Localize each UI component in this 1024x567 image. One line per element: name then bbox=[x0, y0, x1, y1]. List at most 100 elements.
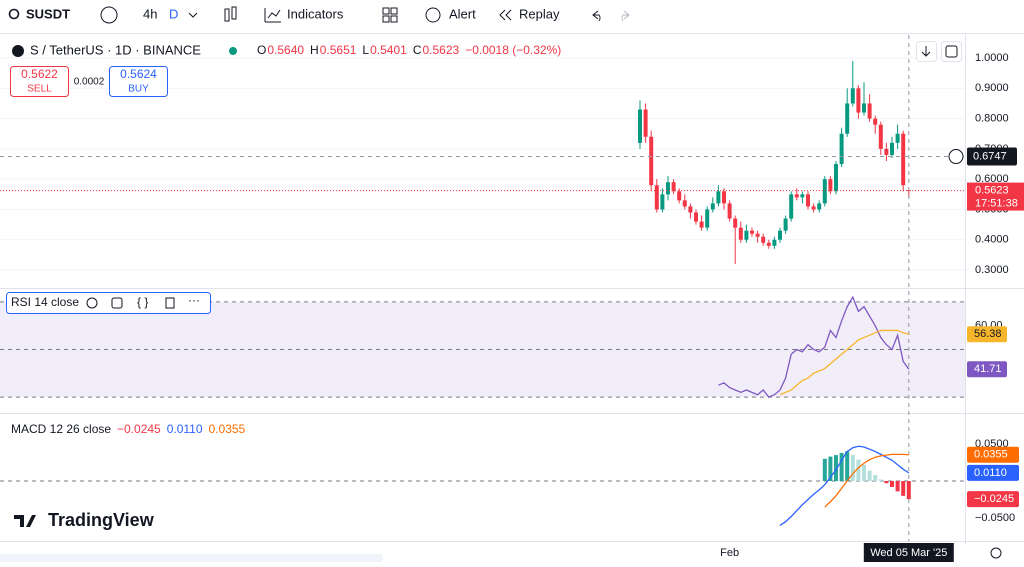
change: −0.0018 (−0.32%) bbox=[465, 43, 561, 57]
candle-body bbox=[638, 109, 642, 143]
candle-body bbox=[794, 194, 799, 198]
legend-title: S / TetherUS · 1D · BINANCE bbox=[30, 42, 201, 57]
y-tick-label: 0.9000 bbox=[975, 82, 1009, 94]
undo[interactable] bbox=[592, 10, 601, 22]
series-line bbox=[824, 453, 909, 508]
candle-body bbox=[884, 148, 889, 155]
alert[interactable]: Alert bbox=[449, 6, 476, 21]
candle-body bbox=[677, 191, 682, 201]
redo[interactable] bbox=[621, 10, 630, 22]
candle-body bbox=[666, 182, 670, 195]
rsi-tag bbox=[967, 361, 1007, 378]
replay[interactable]: Replay bbox=[519, 6, 560, 21]
layout[interactable] bbox=[382, 7, 390, 15]
ohlc-value: 0.5623 bbox=[422, 43, 459, 57]
histogram-bar bbox=[906, 481, 911, 500]
candle-body bbox=[654, 185, 659, 210]
buy-price[interactable]: 0.5624 bbox=[120, 67, 157, 81]
candle-body bbox=[862, 103, 866, 113]
fullscreen-button[interactable] bbox=[941, 41, 962, 62]
histogram-bar bbox=[895, 481, 900, 492]
replay-icon[interactable] bbox=[499, 9, 512, 21]
y-tick-label: 1.0000 bbox=[975, 52, 1009, 64]
ohlc-label: L bbox=[362, 43, 369, 57]
candle-body bbox=[778, 230, 782, 240]
candle-body bbox=[682, 200, 687, 207]
crosshair-tag bbox=[967, 147, 1017, 166]
histogram-bar bbox=[884, 481, 889, 484]
crosshair-time-tag bbox=[863, 543, 954, 562]
candle-body bbox=[750, 230, 754, 234]
candle-body bbox=[828, 179, 833, 192]
layout[interactable] bbox=[390, 7, 398, 15]
chart-type[interactable] bbox=[224, 8, 230, 22]
series-line bbox=[779, 329, 909, 396]
indicators-icon[interactable] bbox=[264, 8, 281, 23]
time-settings[interactable] bbox=[990, 547, 1002, 559]
indicators[interactable]: Indicators bbox=[287, 6, 344, 21]
alert-icon[interactable] bbox=[425, 7, 441, 23]
ohlc-value: 0.5401 bbox=[370, 43, 407, 57]
market-status bbox=[229, 47, 237, 55]
search-icon[interactable] bbox=[8, 8, 20, 20]
macd-title: MACD 12 26 close bbox=[11, 422, 111, 436]
symbol[interactable]: SUSDT bbox=[26, 6, 70, 21]
candle-body bbox=[660, 194, 665, 210]
histogram-bar bbox=[890, 481, 894, 487]
candle-body bbox=[688, 206, 693, 213]
layout[interactable] bbox=[382, 15, 390, 23]
y-tick-label: 0.8000 bbox=[975, 113, 1009, 125]
candle-body bbox=[671, 182, 676, 192]
ohlc-value: 0.5651 bbox=[320, 43, 357, 57]
dropdown[interactable] bbox=[188, 12, 198, 18]
delete-icon[interactable] bbox=[165, 297, 175, 309]
macd-tag-label: 0.0355 bbox=[974, 449, 1008, 461]
candle-body bbox=[789, 194, 794, 219]
series-line bbox=[779, 445, 910, 526]
sell-button[interactable] bbox=[10, 66, 69, 97]
sell-price[interactable]: 0.5622 bbox=[21, 67, 58, 81]
candle-body bbox=[699, 221, 704, 228]
settings-icon[interactable] bbox=[111, 297, 123, 309]
candle-body bbox=[822, 179, 827, 204]
fullscreen-icon bbox=[945, 45, 958, 58]
more-icon[interactable]: ··· bbox=[188, 293, 200, 307]
chart-type[interactable] bbox=[231, 6, 237, 20]
logo-mark bbox=[14, 515, 36, 527]
histogram-bar bbox=[850, 455, 855, 482]
logo: TradingView bbox=[48, 510, 155, 530]
layout[interactable] bbox=[390, 15, 398, 23]
interval[interactable]: 4h bbox=[143, 6, 157, 21]
candle-body bbox=[766, 242, 771, 246]
interval[interactable]: D bbox=[169, 6, 178, 21]
sell-label[interactable]: SELL bbox=[27, 84, 52, 95]
macd-tag-label: −0.0245 bbox=[974, 493, 1014, 505]
histogram-bar bbox=[867, 470, 872, 482]
y-tick-label: 0.6000 bbox=[975, 173, 1009, 185]
candle-body bbox=[705, 209, 710, 228]
candle-body bbox=[772, 239, 777, 246]
candle-body bbox=[733, 218, 738, 228]
ohlc-label: O bbox=[257, 43, 266, 57]
ohlc-label: C bbox=[413, 43, 422, 57]
macd-tag bbox=[967, 464, 1019, 481]
last-price-tag bbox=[967, 182, 1024, 211]
candle-body bbox=[901, 133, 906, 186]
buy-label[interactable]: BUY bbox=[128, 84, 149, 95]
rsi-title: RSI 14 close bbox=[11, 295, 79, 309]
add-symbol[interactable] bbox=[100, 6, 118, 24]
macd-legend-value: 0.0110 bbox=[167, 422, 203, 436]
eye-icon[interactable] bbox=[86, 297, 98, 309]
toolbar bbox=[0, 0, 1024, 33]
buy-button[interactable] bbox=[109, 66, 168, 97]
rsi-legend[interactable] bbox=[6, 292, 211, 314]
candle-body bbox=[856, 88, 861, 113]
ohlc-label: H bbox=[310, 43, 319, 57]
candle-body bbox=[744, 230, 749, 240]
candle-body bbox=[890, 142, 894, 155]
source-icon[interactable]: { } bbox=[137, 295, 148, 309]
candle-body bbox=[878, 124, 883, 149]
last-price: 0.5623 bbox=[975, 184, 1009, 196]
candle-body bbox=[710, 203, 715, 210]
histogram-bar bbox=[901, 481, 906, 496]
